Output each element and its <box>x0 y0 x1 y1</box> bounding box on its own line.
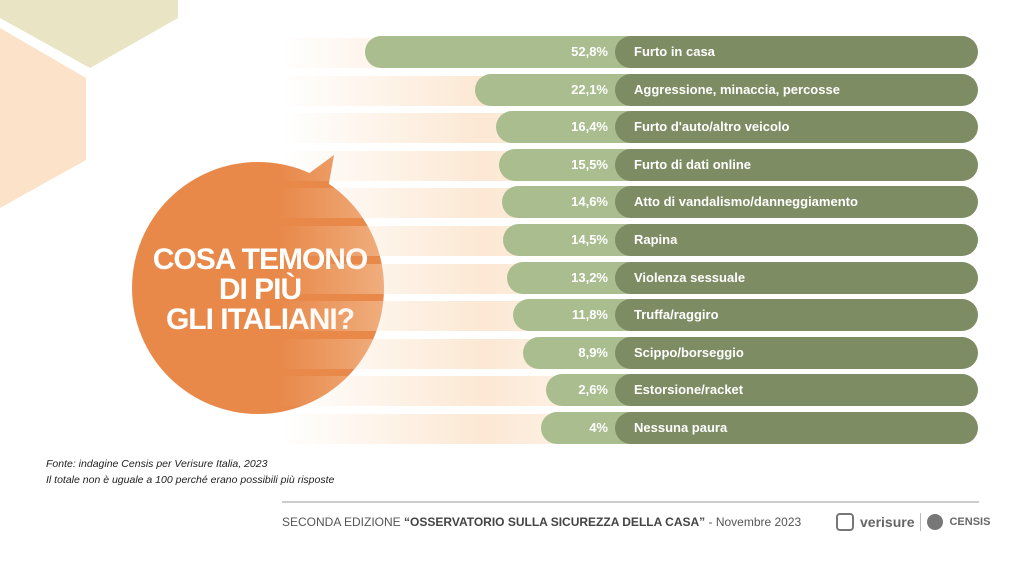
footer-title: “OSSERVATORIO SULLA SICUREZZA DELLA CASA… <box>404 515 706 529</box>
bar-value-label: 22,1% <box>571 81 608 97</box>
bar-row: Furto d'auto/altro veicolo 16,4% <box>280 111 980 144</box>
footer-text: SECONDA EDIZIONE “OSSERVATORIO SULLA SIC… <box>282 515 801 529</box>
censis-logo: CENSIS <box>949 516 991 528</box>
footer-prefix: SECONDA EDIZIONE <box>282 515 405 529</box>
bar-category-label: Furto di dati online <box>615 148 978 181</box>
bar-value-label: 16,4% <box>571 119 608 135</box>
bar-value-label: 15,5% <box>571 156 608 172</box>
divider <box>282 501 979 503</box>
logos: verisure CENSIS <box>836 513 990 531</box>
bar-row: Violenza sessuale 13,2% <box>280 261 980 294</box>
bar-value-label: 52,8% <box>571 44 608 59</box>
source-note: Fonte: indagine Censis per Verisure Ital… <box>46 458 268 470</box>
bar-category-label: Aggressione, minaccia, percosse <box>615 73 978 106</box>
bar-category-label: Atto di vandalismo/danneggiamento <box>615 186 978 219</box>
bar-row: Scippo/borseggio 8,9% <box>280 336 980 369</box>
bar-value-label: 13,2% <box>571 269 608 285</box>
bar-row: Rapina 14,5% <box>280 224 980 256</box>
beige-hexagon <box>0 0 178 68</box>
bar-value-label: 11,8% <box>571 307 608 323</box>
bar-value-label: 8,9% <box>578 344 608 360</box>
censis-logo-icon <box>927 514 944 530</box>
bar-category-label: Violenza sessuale <box>615 261 978 294</box>
bar-row: Estorsione/racket 2,6% <box>280 374 980 407</box>
bar <box>364 36 665 68</box>
total-note: Il totale non è uguale a 100 perché eran… <box>46 474 335 486</box>
verisure-logo: verisure <box>860 514 915 530</box>
bar-row: Atto di vandalismo/danneggiamento 14,6% <box>280 186 980 219</box>
bar-row: Truffa/raggiro 11,8% <box>280 299 980 332</box>
bar-category-label: Scippo/borseggio <box>615 336 978 369</box>
bar-value-label: 4% <box>589 420 608 435</box>
bar-value-label: 2,6% <box>578 382 608 398</box>
logo-separator <box>920 513 922 531</box>
bar-row: Furto di dati online 15,5% <box>280 148 980 181</box>
footer-date: - Novembre 2023 <box>705 515 802 529</box>
bar-category-label: Furto d'auto/altro veicolo <box>615 111 978 144</box>
bar-category-label: Estorsione/racket <box>615 374 978 407</box>
bar-category-label: Nessuna paura <box>615 412 978 444</box>
bar-category-label: Truffa/raggiro <box>615 299 978 332</box>
bar-row: Nessuna paura 4% <box>280 412 980 444</box>
bar-category-label: Furto in casa <box>615 36 978 68</box>
bar-value-label: 14,6% <box>571 194 608 210</box>
bar-value-label: 14,5% <box>571 232 608 247</box>
peach-hexagon <box>0 28 86 208</box>
bar-category-label: Rapina <box>615 224 978 256</box>
bar-row: Furto in casa 52,8% <box>280 36 980 68</box>
verisure-logo-icon <box>836 513 854 531</box>
bar-row: Aggressione, minaccia, percosse 22,1% <box>280 73 980 106</box>
